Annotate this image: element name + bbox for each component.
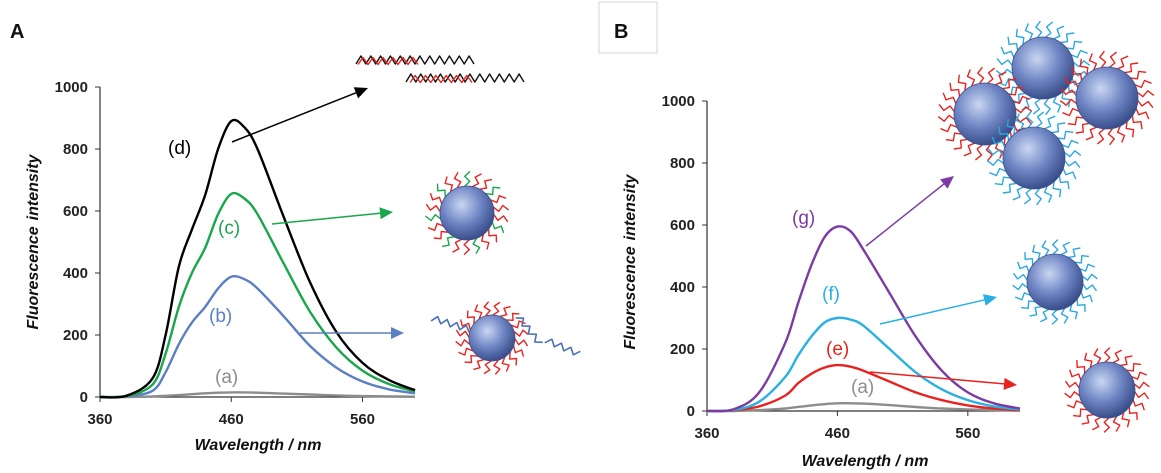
aggregate-sphere-4	[986, 110, 1082, 206]
chart-b-ylabel-b: intensity	[622, 173, 639, 240]
chart-a-ylabel-b: intensity	[25, 153, 42, 220]
y-tick-label: 600	[63, 203, 88, 220]
x-tick-label: 560	[350, 411, 375, 428]
series-line-g	[706, 225, 1021, 413]
series-line-f	[706, 316, 1021, 413]
y-tick-label: 0	[80, 389, 88, 406]
chart-b-ylabel: Fluorescence intensity	[622, 173, 639, 349]
series-label-c: (c)	[218, 218, 240, 239]
y-tick-label: 200	[670, 341, 695, 358]
panel-label-b-box	[598, 1, 658, 54]
chart-a-ylabel-a: Fluorescence	[25, 226, 42, 329]
chart-b-xlabel-unit: / nm	[891, 453, 928, 470]
series-label-f: (f)	[822, 284, 840, 305]
y-tick-label: 1000	[55, 79, 88, 96]
arrow-g	[865, 176, 954, 247]
aggregate-sphere-2	[1059, 50, 1155, 146]
y-tick-label: 200	[63, 327, 88, 344]
y-tick-label: 800	[63, 141, 88, 158]
chart-b-curves: (g) (f) (e)(a)	[706, 208, 1021, 413]
series-label-a: (a)	[215, 367, 238, 388]
series-line-a	[99, 391, 416, 399]
series-label-d: (d)	[168, 138, 191, 159]
illustrations	[231, 20, 1155, 433]
panel-label-b: B	[614, 21, 628, 43]
y-tick-label: 600	[670, 217, 695, 234]
series-line-e	[706, 363, 1021, 413]
y-tick-label: 400	[670, 279, 695, 296]
chart-b-ylabel-a: Fluorescence	[622, 246, 639, 349]
chart-b-xlabel-main: Wavelength	[802, 453, 892, 470]
arrow-f	[879, 294, 997, 325]
series-label-a: (a)	[851, 377, 874, 398]
x-tick-label: 460	[825, 425, 850, 442]
chart-a-xlabel-main: Wavelength	[195, 437, 285, 454]
x-tick-label: 360	[87, 411, 112, 428]
y-tick-label: 400	[63, 265, 88, 282]
duplex-dna-icon	[355, 55, 525, 84]
y-tick-label: 0	[687, 403, 695, 420]
series-label-e: (e)	[826, 339, 849, 360]
chart-a-xlabel: Wavelength / nm	[195, 437, 322, 454]
series-label-b: (b)	[209, 306, 232, 327]
x-tick-label: 460	[219, 411, 244, 428]
y-tick-label: 800	[670, 155, 695, 172]
chart-b-xlabel: Wavelength / nm	[802, 453, 929, 470]
x-tick-label: 560	[955, 425, 980, 442]
arrow-c	[271, 207, 393, 225]
y-tick-label: 1000	[662, 93, 695, 110]
series-line-c	[99, 191, 416, 399]
series-line-d	[99, 118, 416, 399]
series-label-g: (g)	[792, 208, 815, 229]
chart-a-curves: (d) (c) (b) (a)	[99, 118, 416, 399]
series-line-b	[99, 274, 416, 399]
arrow-b	[300, 327, 404, 339]
chart-a-ylabel: Fluorescence intensity	[25, 153, 42, 329]
arrow-e	[869, 371, 1017, 390]
x-tick-label: 360	[694, 425, 719, 442]
sphere-dna-cyan	[1012, 239, 1098, 325]
series-line-a	[706, 401, 1021, 413]
chart-b-axes: 0 200 400 600 800 1000 360 460 560	[662, 93, 1020, 442]
chart-a-xlabel-unit: / nm	[284, 437, 321, 454]
panel-label-a: A	[10, 21, 24, 43]
arrow-d	[231, 87, 368, 143]
sphere-dna-red-b	[1064, 347, 1150, 433]
sphere-dna-red	[455, 301, 529, 375]
free-blue-dna-icon	[430, 315, 581, 356]
sphere-dna-red-green	[424, 170, 510, 256]
